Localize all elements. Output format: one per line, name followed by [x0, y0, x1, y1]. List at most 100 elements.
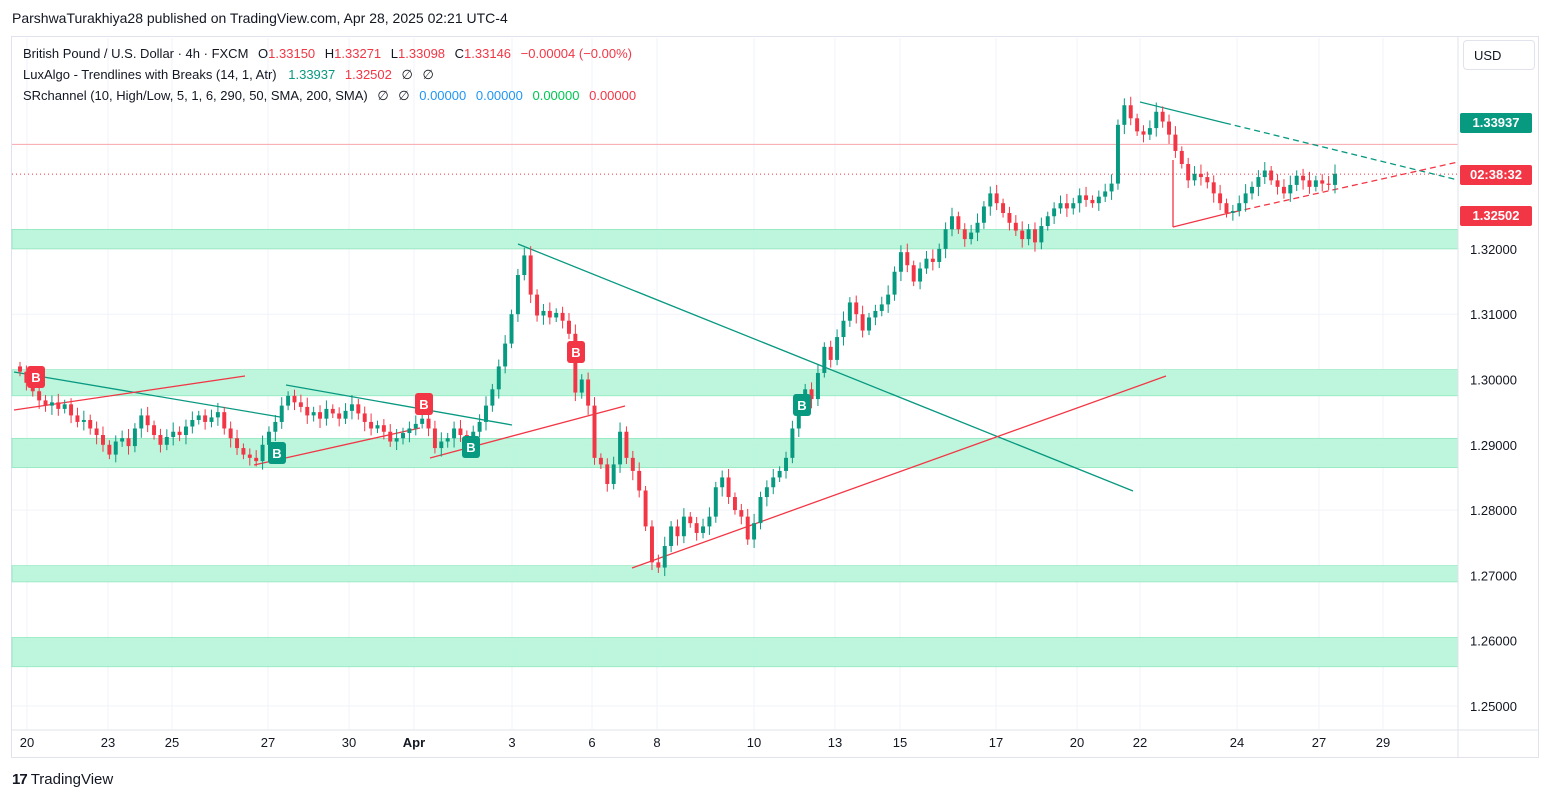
candle-body [369, 421, 374, 429]
buy-signal-label-text: B [797, 398, 806, 413]
candle [713, 481, 718, 523]
candle-body [158, 435, 163, 445]
candle-body [1141, 131, 1146, 135]
candle-body [343, 410, 348, 419]
candle-body [1052, 208, 1057, 217]
legend-symbol-row[interactable]: British Pound / U.S. Dollar · 4h · FXCM … [23, 46, 632, 61]
candle [318, 405, 323, 428]
candle-body [713, 487, 718, 517]
candle-body [458, 428, 463, 436]
candle-body [1288, 184, 1293, 194]
sell-signal-label-box [567, 341, 585, 363]
buy-signal-label-text: B [466, 440, 475, 455]
candle [203, 409, 208, 430]
chart-frame[interactable] [11, 36, 1539, 758]
close-label: C [454, 46, 465, 61]
candle [324, 400, 329, 426]
candle [630, 450, 635, 481]
candle-body [222, 412, 227, 429]
candle [643, 485, 648, 531]
candle [1096, 190, 1101, 211]
candle [694, 517, 699, 541]
candle-body [171, 431, 176, 437]
buy-signal-label-text: B [272, 446, 281, 461]
candle-body [752, 523, 757, 540]
candle [790, 420, 795, 464]
candle-body [1211, 182, 1216, 194]
candle [1154, 102, 1159, 137]
candle [1020, 221, 1025, 248]
luxalgo-value-upper: 1.33937 [288, 67, 336, 82]
publisher-line: ParshwaTurakhiya28 published on TradingV… [12, 10, 508, 26]
price-tick-label: 1.31000 [1470, 307, 1517, 322]
candle-body [809, 389, 814, 400]
candle [1294, 170, 1299, 192]
symbol-name[interactable]: British Pound / U.S. Dollar · 4h · FXCM [23, 46, 249, 61]
candle [707, 507, 712, 535]
candle [937, 243, 942, 269]
candle [1103, 183, 1108, 203]
candle-body [649, 526, 654, 563]
trendline-down [13, 371, 281, 418]
candle [62, 399, 67, 414]
srchannel-value-6: 0.00000 [589, 88, 637, 103]
candle-body [37, 391, 42, 401]
candle-body [1205, 177, 1210, 183]
time-tick-label: 10 [747, 735, 761, 750]
candle-body [624, 431, 629, 458]
candle-body [132, 428, 137, 447]
candle-body [1128, 105, 1133, 119]
candle [681, 508, 686, 544]
candle-body [94, 428, 99, 436]
sell-signal-label: B [415, 393, 433, 415]
srchannel-name[interactable]: SRchannel (10, High/Low, 5, 1, 6, 290, 5… [23, 88, 368, 103]
candle-body [828, 346, 833, 360]
buy-signal-label-box [793, 394, 811, 416]
candle [292, 389, 297, 411]
tradingview-logo[interactable]: 17 TradingView [12, 771, 113, 788]
candle [528, 246, 533, 304]
candle [854, 295, 859, 324]
sell-signal-label-text: B [571, 345, 580, 360]
candle-body [266, 431, 271, 445]
candle [496, 359, 501, 399]
candle-body [1045, 216, 1050, 227]
candle [930, 249, 935, 271]
price-tick-label: 1.27000 [1470, 568, 1517, 583]
candle [1262, 162, 1267, 184]
candle [1045, 211, 1050, 231]
candle-body [1001, 203, 1006, 213]
candle-body [867, 317, 871, 331]
candle-body [43, 400, 48, 406]
candle-body [1160, 111, 1165, 122]
candle [841, 311, 846, 346]
candle-body [815, 372, 820, 400]
candle [739, 503, 744, 525]
currency-button[interactable]: USD [1463, 40, 1535, 70]
candle [701, 518, 706, 539]
candle [905, 243, 910, 273]
candle [164, 429, 169, 451]
candle-body [662, 546, 667, 568]
candle-body [554, 312, 559, 318]
candle [1084, 186, 1089, 207]
candle [1141, 125, 1146, 143]
candle-body [969, 232, 974, 240]
legend-luxalgo-row[interactable]: LuxAlgo - Trendlines with Breaks (14, 1,… [23, 67, 434, 83]
candle [196, 410, 201, 425]
candle-body [1013, 222, 1018, 231]
luxalgo-name[interactable]: LuxAlgo - Trendlines with Breaks (14, 1,… [23, 67, 277, 82]
candle-body [675, 526, 680, 537]
candle [43, 395, 48, 412]
candle-body [1230, 211, 1235, 213]
candle [1064, 193, 1069, 217]
candle [413, 415, 418, 436]
trendline-down [285, 384, 513, 426]
candle [152, 420, 157, 440]
time-tick-label: Apr [403, 735, 425, 750]
legend-srchannel-row[interactable]: SRchannel (10, High/Low, 5, 1, 6, 290, 5… [23, 88, 636, 104]
candle-body [950, 216, 954, 230]
candle [1128, 96, 1133, 126]
candle-body [847, 302, 852, 321]
